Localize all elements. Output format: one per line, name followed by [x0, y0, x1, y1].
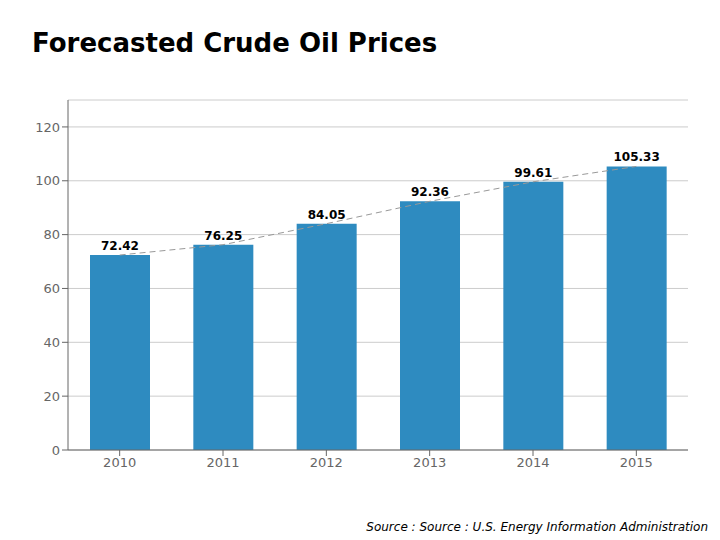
html-text:Source : Source : U.S. Energy: Source : Source : U.S. Energy Informatio…	[366, 520, 708, 534]
svg-text:2012: 2012	[310, 455, 343, 470]
svg-text:72.42: 72.42	[101, 239, 139, 253]
svg-text:2015: 2015	[620, 455, 653, 470]
svg-text:60: 60	[43, 281, 60, 296]
svg-text:76.25: 76.25	[204, 229, 242, 243]
svg-text:2014: 2014	[516, 455, 549, 470]
svg-text:84.05: 84.05	[308, 208, 346, 222]
html-text:Forecasted Crude Oil Prices: Forecasted Crude Oil Prices	[32, 28, 438, 58]
svg-text:2011: 2011	[206, 455, 239, 470]
svg-text:92.36: 92.36	[411, 185, 449, 199]
svg-text:99.61: 99.61	[514, 166, 552, 180]
svg-text:2013: 2013	[413, 455, 446, 470]
svg-text:20: 20	[43, 389, 60, 404]
svg-text:2010: 2010	[103, 455, 136, 470]
svg-text:80: 80	[43, 227, 60, 242]
svg-text:0: 0	[52, 443, 60, 458]
svg-text:100: 100	[35, 173, 60, 188]
svg-text:40: 40	[43, 335, 60, 350]
svg-text:120: 120	[35, 120, 60, 135]
svg-text:105.33: 105.33	[614, 150, 660, 164]
